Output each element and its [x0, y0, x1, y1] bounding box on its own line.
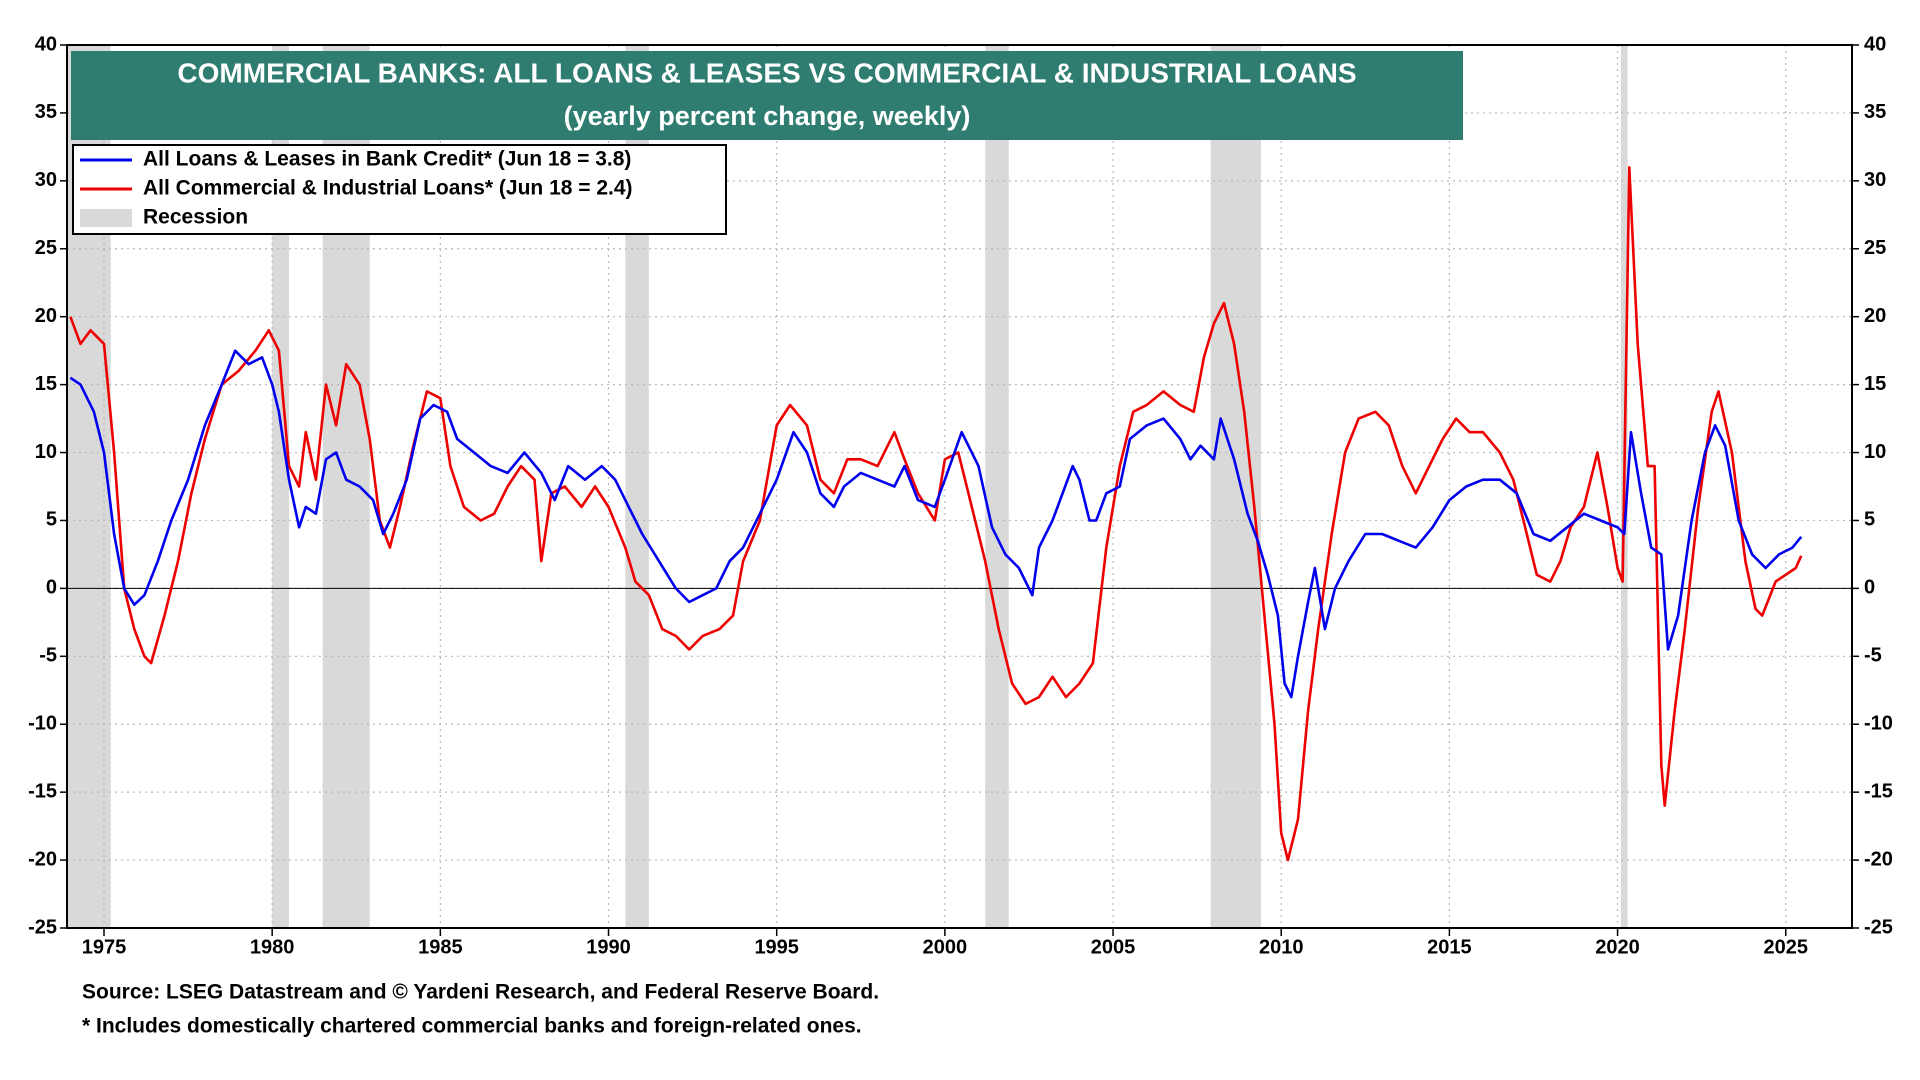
y-tick-label: 10 [35, 441, 57, 463]
x-tick-label: 2010 [1259, 936, 1304, 958]
y-tick-label: 5 [46, 509, 57, 531]
recession-band [625, 45, 649, 928]
legend-label: All Loans & Leases in Bank Credit* (Jun … [143, 148, 631, 171]
x-tick-label: 2015 [1427, 936, 1472, 958]
footnote: * Includes domestically chartered commer… [82, 1015, 862, 1038]
y-tick-label: 0 [46, 577, 57, 599]
x-tick-label: 1995 [754, 936, 799, 958]
y-tick-label: -15 [28, 780, 57, 802]
title-box [71, 51, 1463, 140]
y-tick-label: -5 [39, 645, 57, 667]
x-tick-label: 2020 [1595, 936, 1640, 958]
y2-tick-label: 0 [1864, 577, 1875, 599]
y2-tick-label: 10 [1864, 441, 1886, 463]
y-tick-label: 35 [35, 101, 57, 123]
x-tick-label: 2005 [1091, 936, 1136, 958]
plot-frame [66, 44, 1853, 929]
y-tick-label: 25 [35, 237, 57, 259]
y-tick-label: -20 [28, 848, 57, 870]
legend-box [72, 144, 727, 235]
y-tick-label: 30 [35, 169, 57, 191]
source-note: Source: LSEG Datastream and © Yardeni Re… [82, 981, 879, 1004]
legend: All Loans & Leases in Bank Credit* (Jun … [80, 148, 633, 229]
x-tick-label: 2000 [923, 936, 968, 958]
legend-swatch [80, 209, 132, 227]
y-tick-label: -10 [28, 713, 57, 735]
y2-tick-label: 30 [1864, 169, 1886, 191]
x-tick-label: 1985 [418, 936, 463, 958]
y2-tick-label: 15 [1864, 373, 1886, 395]
y2-tick-label: 35 [1864, 101, 1886, 123]
recession-band [272, 45, 289, 928]
x-tick-label: 2025 [1763, 936, 1808, 958]
y-tick-label: 20 [35, 305, 57, 327]
chart-title: COMMERCIAL BANKS: ALL LOANS & LEASES VS … [177, 57, 1356, 88]
recession-band [1210, 45, 1262, 928]
chart-subtitle: (yearly percent change, weekly) [564, 101, 971, 131]
y2-tick-label: -5 [1864, 645, 1882, 667]
y-tick-label: 15 [35, 373, 57, 395]
recession-band [985, 45, 1009, 928]
y2-tick-label: -20 [1864, 848, 1893, 870]
legend-label: Recession [143, 206, 248, 229]
y2-tick-label: 20 [1864, 305, 1886, 327]
y2-tick-label: 40 [1864, 33, 1886, 55]
x-tick-label: 1980 [250, 936, 295, 958]
y2-tick-label: -25 [1864, 916, 1893, 938]
y-tick-label: -25 [28, 916, 57, 938]
legend-label: All Commercial & Industrial Loans* (Jun … [143, 177, 633, 200]
x-tick-label: 1990 [586, 936, 631, 958]
y2-tick-label: 5 [1864, 509, 1875, 531]
x-tick-label: 1975 [82, 936, 127, 958]
y2-tick-label: 25 [1864, 237, 1886, 259]
y2-tick-label: -10 [1864, 713, 1893, 735]
y2-tick-label: -15 [1864, 780, 1893, 802]
y-tick-label: 40 [35, 33, 57, 55]
series-line [69, 349, 1803, 699]
